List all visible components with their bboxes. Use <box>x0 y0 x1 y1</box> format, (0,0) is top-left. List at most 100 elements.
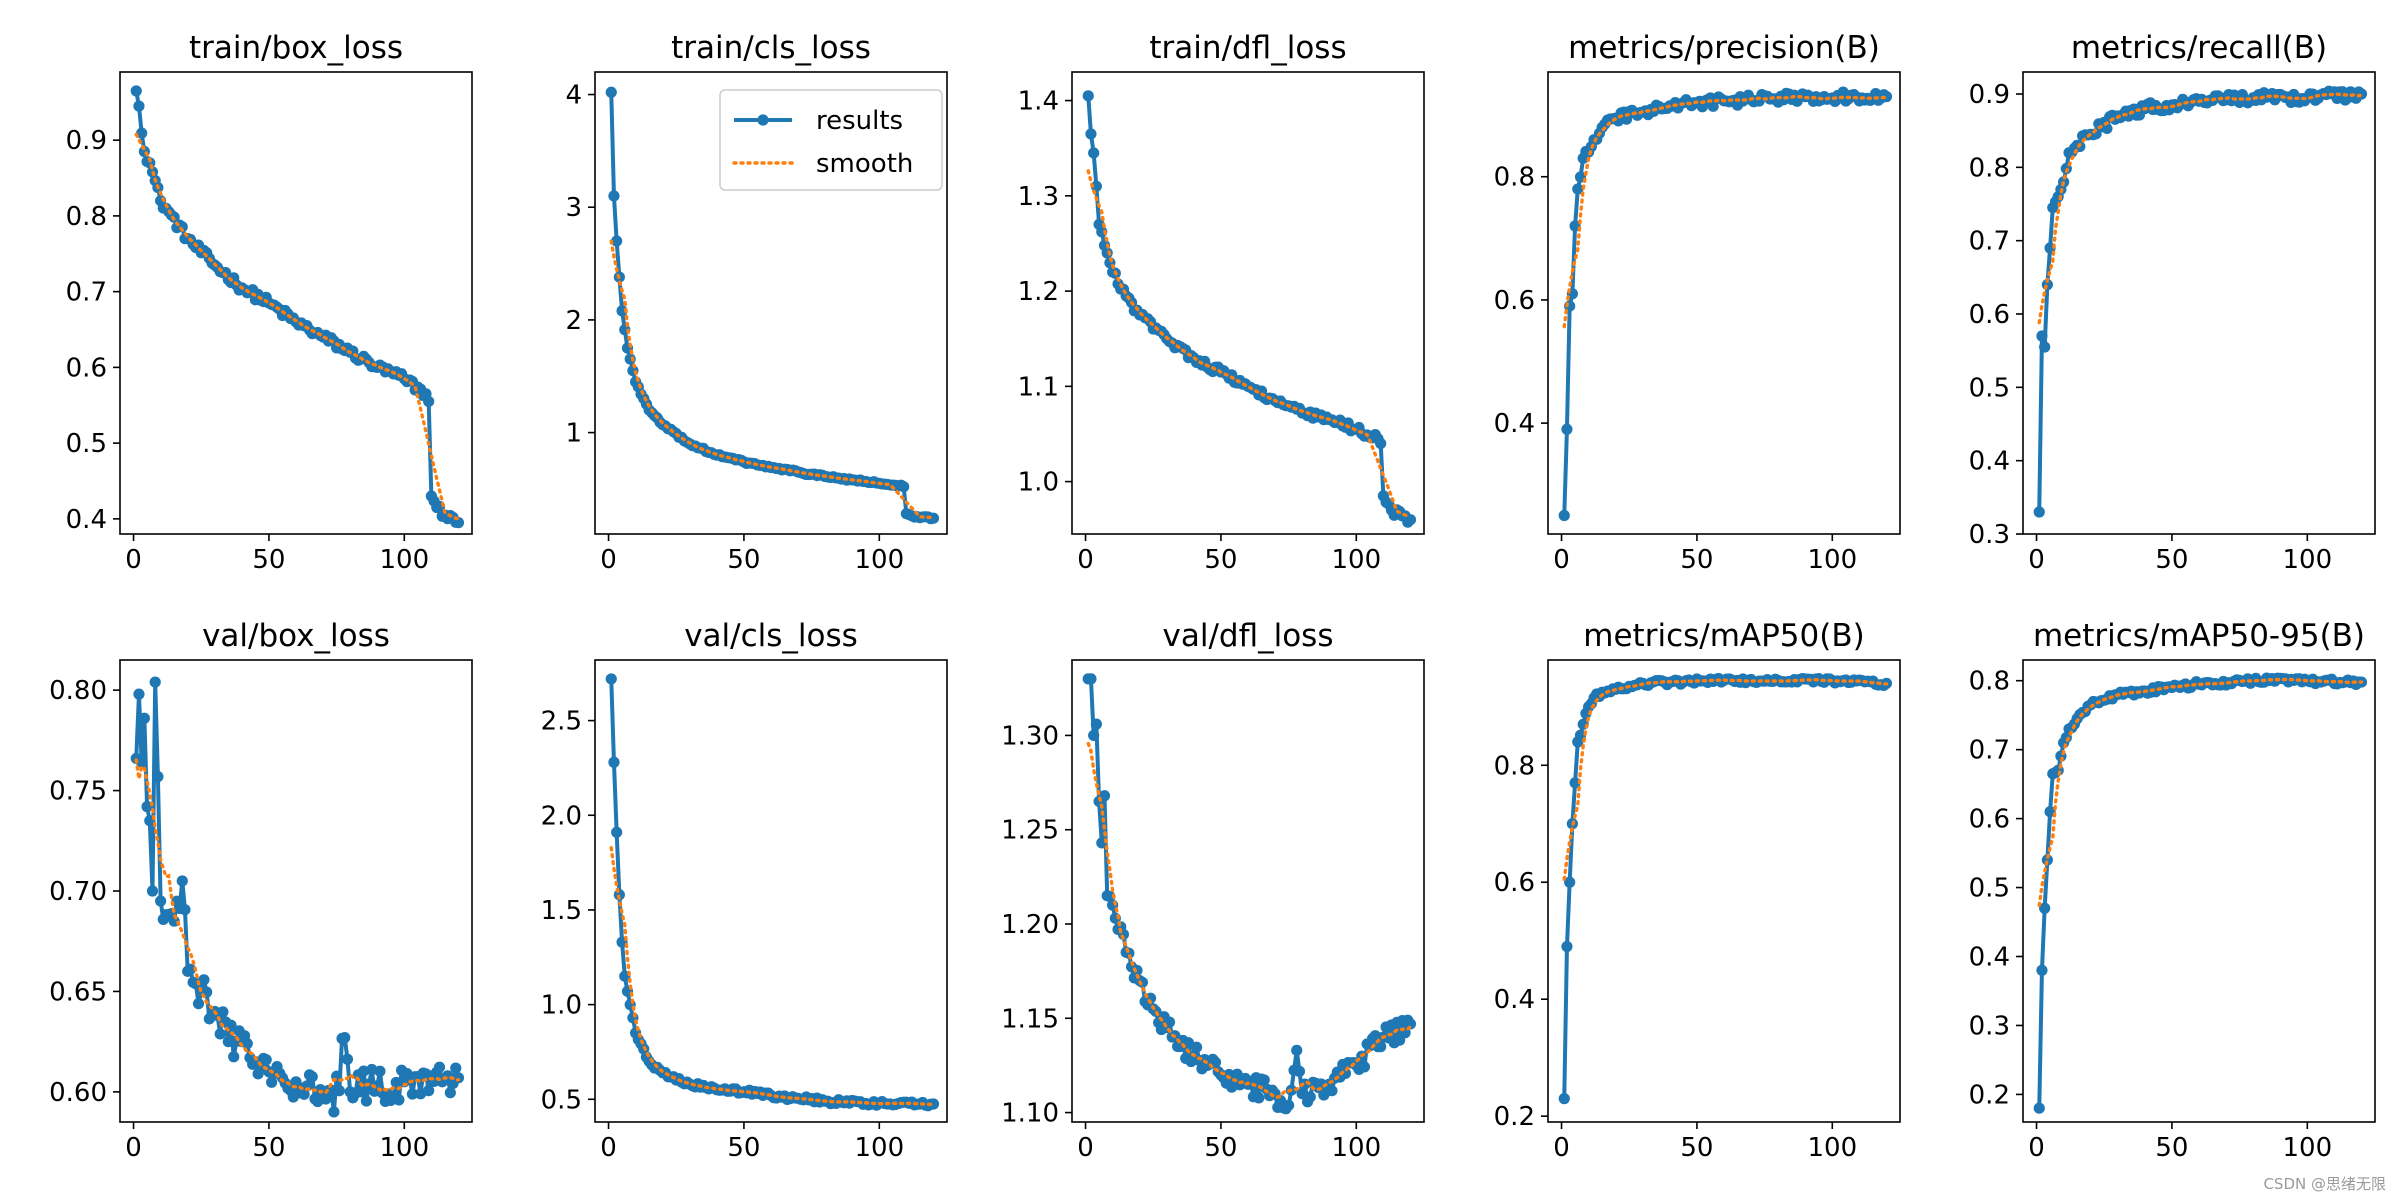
y-tick-label: 0.6 <box>1494 286 1535 316</box>
results-point <box>624 353 636 365</box>
axes-frame <box>119 71 473 535</box>
plot-area <box>130 676 465 1118</box>
results-point <box>1375 1041 1387 1053</box>
results-point <box>1088 729 1100 742</box>
axes-frame <box>2022 659 2376 1123</box>
x-tick-label: 0 <box>600 545 617 575</box>
y-tick-label: 1.3 <box>1018 182 1059 212</box>
y-tick-label: 1.1 <box>1018 372 1059 402</box>
results-point <box>320 1093 332 1105</box>
results-point <box>339 1032 351 1044</box>
x-tick-label: 0 <box>1077 545 1094 575</box>
results-point <box>1375 437 1387 450</box>
results-point <box>217 1006 229 1018</box>
x-tick-label: 100 <box>1807 1133 1857 1163</box>
plot-area <box>605 86 940 525</box>
x-tick-label: 100 <box>1331 545 1381 575</box>
y-tick-label: 1.25 <box>1001 816 1059 846</box>
y-tick-label: 1.2 <box>1018 277 1059 307</box>
results-point <box>1082 90 1094 102</box>
results-point <box>1253 1092 1265 1104</box>
results-point <box>423 395 435 408</box>
results-point <box>1572 183 1584 195</box>
y-tick-label: 0.4 <box>1969 447 2010 477</box>
results-point <box>1569 777 1581 789</box>
results-point <box>325 1084 337 1096</box>
x-tick-label: 0 <box>600 1133 617 1163</box>
smooth-line <box>2037 677 2364 908</box>
axes-frame <box>594 659 948 1123</box>
axes-frame <box>1071 71 1425 535</box>
y-tick-label: 4 <box>565 81 582 111</box>
results-point <box>260 1054 272 1066</box>
subplot-val-cls-loss: val/cls_loss 0 50 100 0.5 1.0 1.5 2.0 2.5 <box>541 618 948 1163</box>
results-point <box>184 963 196 975</box>
results-point <box>360 1095 372 1107</box>
y-tick-label: 0.70 <box>49 877 107 907</box>
results-point <box>198 974 210 986</box>
legend-results-label: results <box>816 106 903 136</box>
results-point <box>2033 506 2045 518</box>
x-tick-label: 0 <box>1553 545 1570 575</box>
y-tick-label: 1.0 <box>541 991 582 1021</box>
plot-area <box>1558 86 1893 522</box>
y-tick-label: 0.4 <box>1969 943 2010 973</box>
smooth-line <box>1562 678 1889 881</box>
smooth-line <box>1086 169 1413 518</box>
smooth-line <box>1086 741 1413 1099</box>
axes-frame <box>2022 71 2376 535</box>
results-line <box>2037 89 2363 513</box>
y-tick-label: 0.75 <box>49 777 107 807</box>
results-point <box>306 1071 318 1083</box>
y-tick-label: 0.6 <box>1969 805 2010 835</box>
axes-frame <box>119 659 473 1123</box>
results-point <box>192 998 205 1010</box>
results-point <box>241 1037 253 1050</box>
results-point <box>1558 509 1570 522</box>
results-point <box>136 127 148 139</box>
y-tick-label: 0.8 <box>1969 153 2010 183</box>
y-tick-label: 0.4 <box>1494 985 1535 1015</box>
y-tick-label: 1.15 <box>1001 1004 1059 1034</box>
x-tick-label: 50 <box>1680 545 1713 575</box>
results-point <box>450 1062 462 1074</box>
axes-frame <box>1547 659 1901 1123</box>
subplot-metrics-precision-b-: metrics/precision(B) 0 50 100 0.4 0.6 0.8 <box>1494 30 1901 575</box>
smooth-line <box>1562 94 1889 329</box>
subplot-title: metrics/recall(B) <box>2071 30 2327 66</box>
y-tick-label: 0.8 <box>1494 751 1535 781</box>
plot-area <box>130 85 465 529</box>
x-tick-label: 100 <box>379 545 429 575</box>
results-point <box>2036 964 2048 976</box>
y-tick-label: 0.8 <box>1494 163 1535 193</box>
x-tick-label: 0 <box>2028 545 2045 575</box>
results-point <box>2101 122 2113 135</box>
smooth-line <box>609 846 936 1107</box>
y-tick-label: 0.8 <box>66 202 107 232</box>
y-tick-label: 0.9 <box>1969 80 2010 110</box>
results-point <box>1098 790 1111 802</box>
subplot-title: val/dfl_loss <box>1163 618 1334 654</box>
y-tick-label: 0.3 <box>1969 520 2010 550</box>
y-tick-label: 1.4 <box>1018 87 1059 117</box>
results-point <box>390 1076 402 1089</box>
subplot-train-box-loss: train/box_loss 0 50 100 0.4 0.5 0.6 0.7 0.8 0.9 <box>66 30 473 575</box>
subplot-metrics-recall-b-: metrics/recall(B) 0 50 100 0.3 0.4 0.5 0.6 0.7 0.… <box>1969 30 2376 575</box>
y-tick-label: 0.7 <box>1969 227 2010 257</box>
x-tick-label: 50 <box>252 1133 285 1163</box>
y-tick-label: 0.80 <box>49 676 107 706</box>
smooth-line <box>609 239 936 520</box>
results-point <box>1090 718 1102 730</box>
smooth-line <box>134 132 461 521</box>
x-tick-label: 100 <box>1331 1133 1381 1163</box>
subplot-title: val/box_loss <box>202 618 390 654</box>
plot-area <box>1082 90 1417 528</box>
x-tick-label: 0 <box>1553 1133 1570 1163</box>
results-point <box>355 1086 367 1098</box>
legend-box <box>719 89 943 191</box>
results-point <box>1564 876 1576 888</box>
results-point <box>1090 180 1102 192</box>
results-point <box>444 1087 456 1099</box>
results-point <box>228 1051 240 1063</box>
subplot-metrics-map50-b-: metrics/mAP50(B) 0 50 100 0.2 0.4 0.6 0.8 <box>1494 618 1901 1163</box>
